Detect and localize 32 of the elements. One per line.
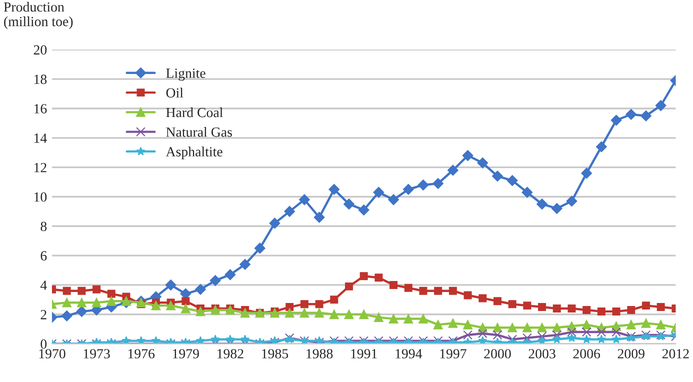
x-tick-label: 1982 [218,349,244,358]
y-tick-label: 12 [34,162,46,172]
y-tick-label: 18 [34,74,47,84]
x-tick-label: 2006 [573,349,600,358]
legend-label: Natural Gas [166,127,232,137]
y-tick-label: 10 [34,192,47,202]
x-tick-label: 1991 [351,349,377,358]
legend-label: Lignite [166,68,206,81]
x-tick-label: 2009 [618,349,644,358]
legend-label: Hard Coal [166,107,223,118]
y-axis-title: Production (million toe) [4,2,73,30]
x-tick-label: 1979 [172,349,199,358]
y-tick-label: 14 [34,134,47,143]
x-tick-label: 1997 [440,349,466,358]
x-tick-label: 1988 [306,349,333,358]
y-tick-label: 8 [40,222,47,232]
x-tick-label: 1994 [396,349,422,358]
x-tick-label: 1973 [84,349,110,358]
x-tick-label: 2000 [484,349,511,358]
y-tick-label: 4 [40,280,47,290]
y-tick-label: 16 [34,104,47,114]
legend-label: Oil [166,88,184,98]
x-tick-label: 1985 [262,349,288,358]
x-tick-label: 2012 [662,349,689,358]
y-tick-label: 6 [40,251,47,261]
y-tick-label: 2 [40,310,46,320]
x-tick-label: 2003 [528,349,556,358]
x-tick-label: 1976 [128,349,155,358]
y-tick-label: 0 [40,339,47,349]
x-tick-label: 1970 [39,349,66,358]
legend-label: Asphaltite [166,146,222,160]
y-tick-label: 20 [34,45,47,55]
